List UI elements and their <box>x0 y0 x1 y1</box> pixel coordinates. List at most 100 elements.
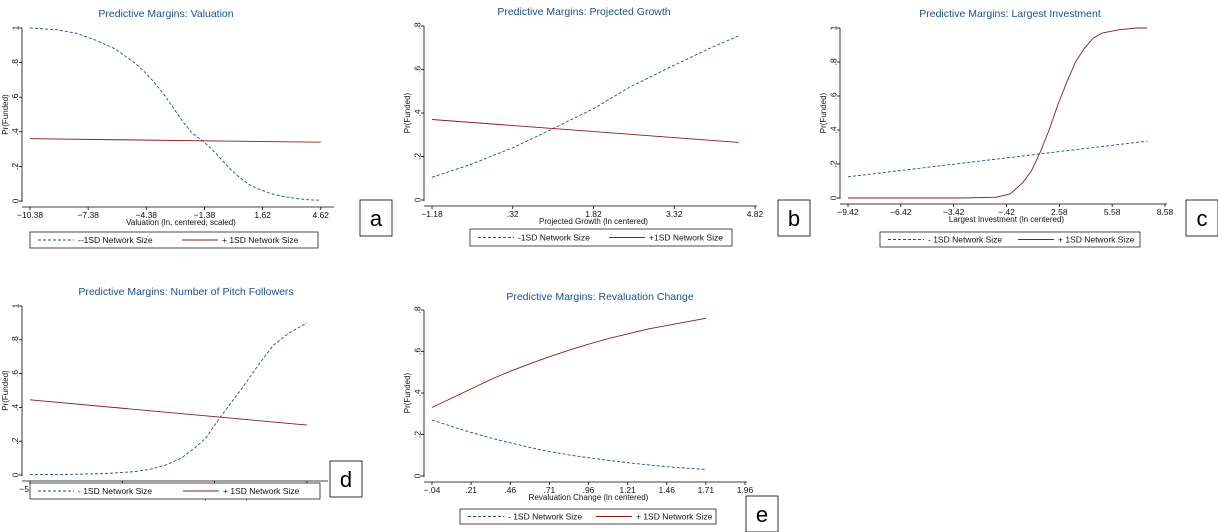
legend-label: - 1SD Network Size <box>928 235 1002 245</box>
chart-panel-e: Predictive Margins: Revaluation Change 0.… <box>403 291 779 532</box>
chart-title: Predictive Margins: Number of Pitch Foll… <box>78 286 293 298</box>
y-tick-label: .8 <box>412 306 422 313</box>
y-tick-label: .8 <box>828 58 838 65</box>
y-axis-label: Pr(Funded) <box>403 372 412 413</box>
series-line-minus-1sd <box>431 35 739 178</box>
chart-title: Predictive Margins: Valuation <box>98 8 233 20</box>
y-tick-label: .4 <box>412 389 422 396</box>
x-tick-label: 4.82 <box>747 209 764 219</box>
x-tick-label: .46 <box>504 485 516 495</box>
panel-label: d <box>340 467 352 492</box>
legend-box <box>29 231 319 249</box>
panel-label: b <box>788 206 800 231</box>
panel-label-box <box>1185 199 1218 237</box>
x-tick-label: .21 <box>465 485 477 495</box>
y-axis-label: Pr(Funded) <box>1 94 10 135</box>
series-line-plus-1sd <box>431 119 739 143</box>
x-tick-label: 1.46 <box>658 485 675 495</box>
chart-title: Predictive Margins: Revaluation Change <box>506 291 694 303</box>
y-tick-label: .8 <box>10 59 20 66</box>
x-tick-label: −10.38 <box>17 210 44 220</box>
y-tick-label: .2 <box>412 431 422 438</box>
chart-title: Predictive Margins: Projected Growth <box>497 6 670 18</box>
x-tick-label: 1.82 <box>585 209 602 219</box>
panel-label-box <box>745 495 779 532</box>
x-tick-label: −6.42 <box>890 207 912 217</box>
x-tick-label: 1.62 <box>254 210 271 220</box>
chart-panel-b: Predictive Margins: Projected Growth 0 .2.… <box>403 6 811 247</box>
x-tick-label: 1.21 <box>619 485 636 495</box>
x-tick-label: −.42 <box>998 207 1015 217</box>
y-tick-label: .6 <box>10 93 20 100</box>
x-tick-label: 2.58 <box>1051 207 1068 217</box>
y-tick-label: 0 <box>10 472 20 477</box>
panel-label-box <box>359 199 393 237</box>
y-tick-label: 1 <box>10 25 20 30</box>
series-line-plus-1sd <box>848 27 1148 199</box>
x-tick-label: −7.38 <box>77 210 99 220</box>
x-tick-label: −9.42 <box>837 207 859 217</box>
x-tick-label: 5.58 <box>1104 207 1121 217</box>
panel-label: a <box>370 206 383 231</box>
series-line-plus-1sd <box>431 317 706 408</box>
y-tick-label: .4 <box>10 128 20 135</box>
y-tick-label: 1 <box>10 303 20 308</box>
legend-label: --1SD Network Size <box>78 235 153 245</box>
legend-box <box>459 508 717 525</box>
y-tick-label: .4 <box>412 109 422 116</box>
chart-panel-d: Predictive Margins: Number of Pitch Foll… <box>1 286 363 501</box>
x-tick-label: 8.58 <box>1157 207 1174 217</box>
series-line-minus-1sd <box>29 27 321 201</box>
series-line-minus-1sd <box>847 140 1148 178</box>
y-tick-label: .6 <box>828 92 838 99</box>
x-tick-label: 1.96 <box>737 485 754 495</box>
series-line-minus-1sd <box>29 322 308 476</box>
chart-panel-a: Predictive Margins: Valuation 0 .2 .4 .6 .8 1 −… <box>1 8 393 249</box>
x-axis-label: Revaluation Change (ln centered) <box>529 493 649 502</box>
legend-box <box>879 231 1141 248</box>
legend-label: + 1SD Network Size <box>1058 235 1135 245</box>
x-axis-label: Projected Growth (ln centered) <box>539 217 648 226</box>
y-tick-label: 0 <box>10 198 20 203</box>
y-tick-label: 0 <box>412 473 422 478</box>
x-tick-label: −.04 <box>424 485 441 495</box>
y-tick-label: 0 <box>828 195 838 200</box>
legend-label: - 1SD Network Size <box>508 512 582 522</box>
x-axis-label: Largest Investment (ln centered) <box>949 215 1065 224</box>
chart-title: Predictive Margins: Largest Investment <box>919 8 1101 20</box>
legend-label: + 1SD Network Size <box>636 512 713 522</box>
chart-panel-c: Predictive Margins: Largest Investment 0.… <box>819 8 1218 248</box>
x-tick-label: −1.38 <box>194 210 216 220</box>
y-tick-label: .4 <box>10 404 20 411</box>
legend-label: -1SD Network Size <box>518 233 590 243</box>
y-tick-label: 0 <box>412 197 422 202</box>
legend-box <box>469 228 733 247</box>
x-tick-label: −3.42 <box>943 207 965 217</box>
legend-label: + 1SD Network Size <box>223 486 300 496</box>
y-tick-label: .2 <box>10 437 20 444</box>
y-tick-label: .6 <box>412 348 422 355</box>
y-tick-label: .8 <box>10 336 20 343</box>
y-tick-label: 1 <box>828 25 838 30</box>
x-tick-label: −1.18 <box>421 209 443 219</box>
y-tick-label: .2 <box>412 153 422 160</box>
panel-label: e <box>756 502 768 527</box>
legend-label: +1SD Network Size <box>649 233 723 243</box>
series-line-plus-1sd <box>29 399 307 426</box>
legend-label: + 1SD Network Size <box>222 235 299 245</box>
x-tick-label: .71 <box>543 485 555 495</box>
legend-label: - 1SD Network Size <box>78 486 152 496</box>
y-axis-label: Pr(Funded) <box>1 370 10 411</box>
panel-label-box <box>777 199 811 237</box>
panel-label-box <box>329 460 363 498</box>
panel-label: c <box>1197 206 1208 231</box>
x-tick-label: 3.32 <box>666 209 683 219</box>
x-tick-label: .96 <box>583 485 595 495</box>
y-axis-label: Pr(Funded) <box>403 92 412 133</box>
x-tick-label: .32 <box>507 209 519 219</box>
x-tick-label: 1.71 <box>698 485 715 495</box>
y-tick-label: .6 <box>10 370 20 377</box>
y-axis-label: Pr(Funded) <box>819 92 828 133</box>
series-line-plus-1sd <box>29 138 321 143</box>
y-tick-label: .2 <box>828 160 838 167</box>
